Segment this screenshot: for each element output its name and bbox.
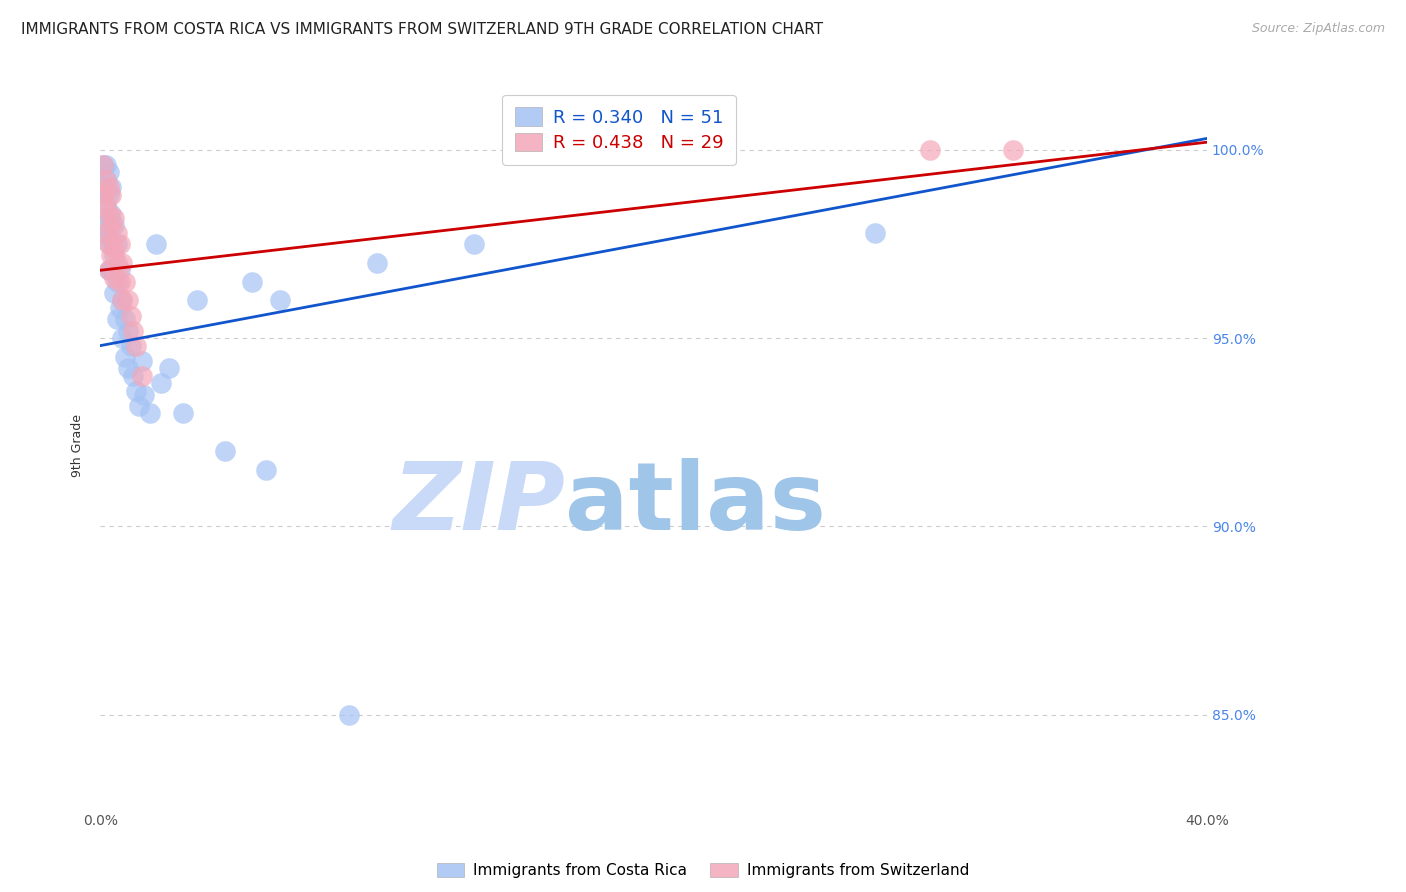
Point [120,309,142,323]
Point [97,236,120,251]
Y-axis label: 9th Grade: 9th Grade [72,414,84,477]
Point [117,324,139,338]
Point [114,312,136,326]
Point [94,173,117,187]
Point [103,270,125,285]
Point [1002,143,1025,157]
Point [108,263,131,277]
Point [111,293,134,308]
Point [103,218,125,232]
Point [111,256,134,270]
Point [94,173,117,187]
Point [94,158,117,172]
Point [100,218,122,232]
Point [91,188,114,202]
Point [117,361,139,376]
Point [97,236,120,251]
Point [91,180,114,194]
Point [139,407,162,421]
Point [254,463,277,477]
Point [105,312,128,326]
Point [111,293,134,308]
Point [103,241,125,255]
Point [920,143,942,157]
Point [172,407,194,421]
Point [157,361,180,376]
Point [105,236,128,251]
Point [108,301,131,315]
Point [94,199,117,213]
Point [97,207,120,221]
Point [463,236,485,251]
Point [103,248,125,262]
Point [337,707,360,722]
Text: IMMIGRANTS FROM COSTA RICA VS IMMIGRANTS FROM SWITZERLAND 9TH GRADE CORRELATION : IMMIGRANTS FROM COSTA RICA VS IMMIGRANTS… [21,22,824,37]
Text: atlas: atlas [565,458,827,549]
Point [366,256,388,270]
Point [94,199,117,213]
Point [100,207,122,221]
Legend: R = 0.340   N = 51, R = 0.438   N = 29: R = 0.340 N = 51, R = 0.438 N = 29 [502,95,735,165]
Point [186,293,208,308]
Legend: Immigrants from Costa Rica, Immigrants from Switzerland: Immigrants from Costa Rica, Immigrants f… [430,857,976,884]
Point [91,158,114,172]
Point [128,399,150,413]
Point [131,353,153,368]
Point [150,376,173,391]
Point [122,324,145,338]
Point [108,275,131,289]
Point [97,180,120,194]
Point [97,263,120,277]
Point [105,275,128,289]
Point [94,226,117,240]
Point [100,233,122,247]
Point [103,211,125,225]
Point [91,218,114,232]
Point [125,384,148,398]
Point [120,338,142,352]
Point [269,293,291,308]
Point [100,180,122,194]
Point [125,338,148,352]
Point [97,263,120,277]
Point [214,444,236,458]
Point [574,143,596,157]
Point [131,368,153,383]
Point [114,350,136,364]
Point [105,256,128,270]
Text: ZIP: ZIP [392,458,565,549]
Point [117,293,139,308]
Point [97,188,120,202]
Text: Source: ZipAtlas.com: Source: ZipAtlas.com [1251,22,1385,36]
Point [111,331,134,345]
Point [105,226,128,240]
Point [145,236,167,251]
Point [122,368,145,383]
Point [114,275,136,289]
Point [97,165,120,179]
Point [100,248,122,262]
Point [108,236,131,251]
Point [242,275,264,289]
Point [134,387,156,401]
Point [100,263,122,277]
Point [91,158,114,172]
Point [97,211,120,225]
Point [94,226,117,240]
Point [863,226,886,240]
Point [103,285,125,300]
Point [100,188,122,202]
